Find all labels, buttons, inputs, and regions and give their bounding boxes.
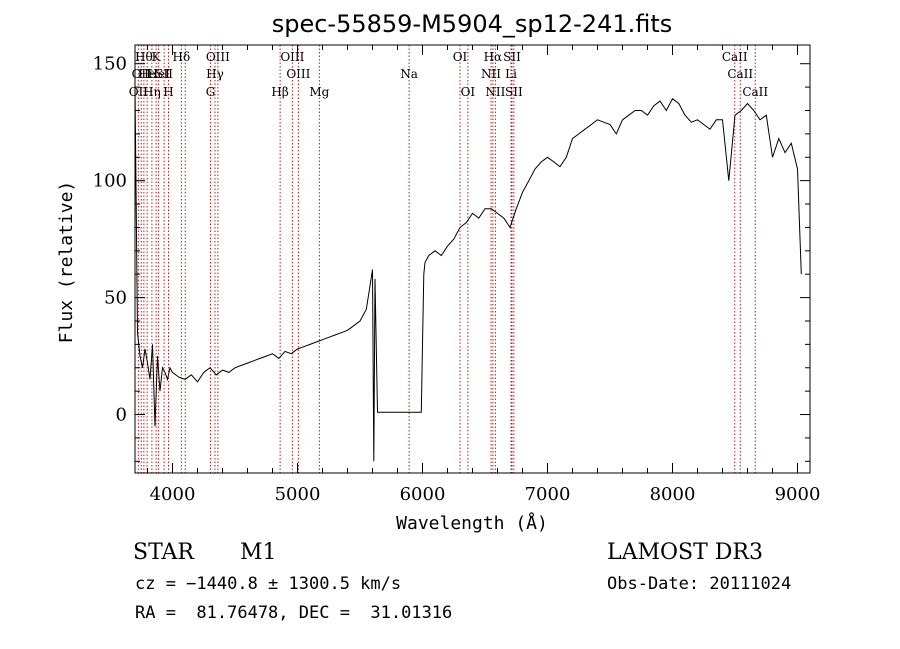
obs-date-text: Obs-Date: 20111024 xyxy=(607,574,792,594)
spectral-line-label: SII xyxy=(155,67,173,81)
x-tick-label: 6000 xyxy=(400,484,446,505)
spectral-line-label: Hθ xyxy=(135,50,153,64)
plot-frame xyxy=(134,44,811,474)
x-tick-label: 9000 xyxy=(775,484,821,505)
x-axis-ticks: 4000 5000 6000 7000 8000 9000 xyxy=(147,45,821,505)
spectral-line-label: CaII xyxy=(742,85,768,99)
spectral-line-label: OI xyxy=(453,50,468,64)
spectral-line-label: Na xyxy=(400,67,418,81)
x-tick-label: 8000 xyxy=(650,484,696,505)
object-class: STAR xyxy=(133,540,194,565)
chart-title: spec-55859-M5904_sp12-241.fits xyxy=(272,10,673,38)
spectral-line-label: Hβ xyxy=(271,85,288,99)
spectral-line-label: Li xyxy=(505,67,517,81)
spectral-line-label: NII xyxy=(481,67,501,81)
spectral-line-label: OIII xyxy=(280,50,304,64)
redshift-text: cz = −1440.8 ± 1300.5 km/s xyxy=(135,574,402,594)
spectrum-series-line xyxy=(134,87,802,462)
spectral-line-label: OI xyxy=(461,85,476,99)
spectral-line-label: HeI xyxy=(147,67,170,81)
spectral-line-label: Hγ xyxy=(206,67,224,81)
spectral-line-label: OIII xyxy=(206,50,230,64)
spectral-line-label: G xyxy=(206,85,216,99)
spectral-line-label: CaII xyxy=(722,50,748,64)
object-subclass: M1 xyxy=(240,540,277,565)
x-tick-label: 4000 xyxy=(150,484,196,505)
spectral-line-label: CaII xyxy=(727,67,753,81)
spectral-line-label: NII xyxy=(485,85,505,99)
y-tick-label: 50 xyxy=(104,288,127,309)
spectral-line-label: OII xyxy=(129,85,149,99)
spectral-line-label: SII xyxy=(505,85,523,99)
spectral-line-label: K xyxy=(152,50,162,64)
spectral-line-labels: OIIOIIHθHeHηKHeISIIHHδGHγOIIIHβOIIIOIIIM… xyxy=(129,50,769,99)
spectral-line-label: OIII xyxy=(286,67,310,81)
coordinates-text: RA = 81.76478, DEC = 31.01316 xyxy=(135,603,453,623)
y-tick-label: 0 xyxy=(116,405,127,426)
spectral-line-label: H xyxy=(163,85,173,99)
spectral-line-markers xyxy=(137,45,756,473)
survey-name: LAMOST DR3 xyxy=(607,540,763,565)
x-axis-label: Wavelength (Å) xyxy=(396,512,548,534)
spectral-line-label: OII xyxy=(132,67,152,81)
spectral-line-label: He xyxy=(138,67,156,81)
y-axis-ticks: 0 50 100 150 xyxy=(93,54,810,462)
y-tick-label: 150 xyxy=(93,54,127,75)
spectral-line-label: Mg xyxy=(309,85,329,99)
x-tick-label: 7000 xyxy=(525,484,571,505)
spectral-line-label: Hα xyxy=(484,50,503,64)
spectral-line-label: Hδ xyxy=(173,50,191,64)
spectral-line-label: SII xyxy=(503,50,521,64)
x-tick-label: 5000 xyxy=(275,484,321,505)
spectral-line-label: Hη xyxy=(143,85,161,99)
y-tick-label: 100 xyxy=(93,171,127,192)
y-axis-label: Flux (relative) xyxy=(56,181,77,344)
